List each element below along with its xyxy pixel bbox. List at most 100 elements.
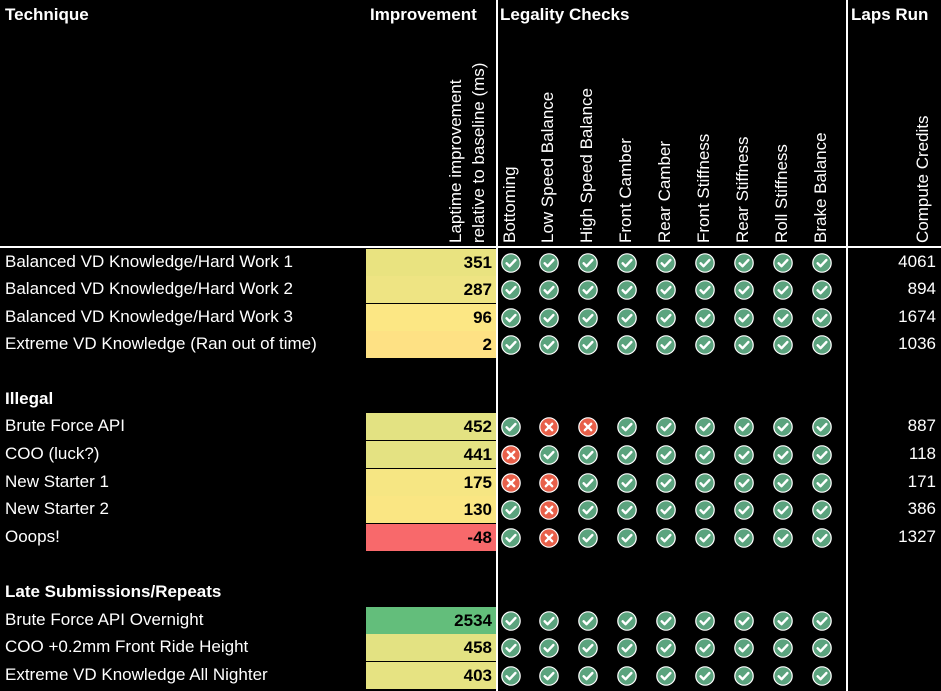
check-column-label: Low Speed Balance (538, 91, 557, 243)
improvement-cell: 441 (366, 441, 496, 468)
improvement-cell: -48 (366, 524, 496, 551)
check-circle-icon (539, 253, 559, 273)
check-circle-icon (734, 308, 754, 328)
check-circle-icon (578, 666, 598, 686)
improvement-cell: 403 (366, 662, 496, 689)
check-circle-icon (501, 638, 521, 658)
column-divider (496, 0, 498, 691)
check-circle-icon (812, 253, 832, 273)
check-circle-icon (734, 445, 754, 465)
technique-name: Brute Force API Overnight (5, 610, 204, 629)
table-row: Balanced VD Knowledge/Hard Work 2 287 894 (0, 276, 941, 303)
table-row: COO +0.2mm Front Ride Height 458 (0, 634, 941, 661)
compute-credits-cell: 171 (907, 472, 936, 491)
check-circle-icon (501, 253, 521, 273)
check-column-label: High Speed Balance (577, 87, 596, 243)
check-circle-icon (578, 445, 598, 465)
check-circle-icon (695, 666, 715, 686)
check-circle-icon (773, 253, 793, 273)
table-row: Brute Force API 452 887 (0, 413, 941, 440)
check-circle-icon (773, 500, 793, 520)
compute-credits-cell: 887 (907, 416, 936, 435)
check-circle-icon (695, 280, 715, 300)
technique-name: Balanced VD Knowledge/Hard Work 1 (5, 252, 293, 271)
check-circle-icon (578, 253, 598, 273)
check-circle-icon (734, 473, 754, 493)
check-circle-icon (734, 611, 754, 631)
check-circle-icon (501, 417, 521, 437)
compute-credits-cell: 1036 (898, 334, 936, 353)
technique-name: COO (luck?) (5, 444, 100, 463)
check-circle-icon (734, 253, 754, 273)
compute-credits-cell: 894 (907, 279, 936, 298)
improvement-cell: 458 (366, 634, 496, 661)
check-circle-icon (539, 611, 559, 631)
section-title: Illegal (5, 389, 54, 408)
improvement-cell: 287 (366, 276, 496, 303)
check-circle-icon (539, 666, 559, 686)
check-circle-icon (539, 445, 559, 465)
improvement-column-label-line2: relative to baseline (ms) (469, 62, 488, 243)
check-circle-icon (656, 417, 676, 437)
check-circle-icon (773, 417, 793, 437)
check-circle-icon (578, 500, 598, 520)
check-circle-icon (578, 308, 598, 328)
blank-row (0, 551, 941, 578)
cross-circle-icon (539, 417, 559, 437)
check-circle-icon (695, 335, 715, 355)
technique-name: Balanced VD Knowledge/Hard Work 2 (5, 279, 293, 298)
improvement-cell: 2534 (366, 607, 496, 634)
table-row: New Starter 1 175 171 (0, 469, 941, 496)
check-circle-icon (656, 638, 676, 658)
check-circle-icon (656, 611, 676, 631)
check-circle-icon (617, 253, 637, 273)
check-circle-icon (578, 473, 598, 493)
credits-column-label: Compute Credits (913, 115, 932, 243)
check-circle-icon (539, 638, 559, 658)
check-circle-icon (695, 253, 715, 273)
check-circle-icon (501, 335, 521, 355)
check-circle-icon (501, 280, 521, 300)
check-circle-icon (539, 335, 559, 355)
check-circle-icon (734, 280, 754, 300)
compute-credits-cell: 1327 (898, 527, 936, 546)
check-circle-icon (617, 611, 637, 631)
cross-circle-icon (539, 528, 559, 548)
improvement-cell: 175 (366, 469, 496, 496)
check-circle-icon (656, 528, 676, 548)
check-circle-icon (812, 500, 832, 520)
check-circle-icon (695, 445, 715, 465)
check-circle-icon (578, 335, 598, 355)
check-circle-icon (734, 528, 754, 548)
table-row: Balanced VD Knowledge/Hard Work 3 96 1674 (0, 304, 941, 331)
cross-circle-icon (578, 417, 598, 437)
check-circle-icon (501, 528, 521, 548)
technique-name: Extreme VD Knowledge (Ran out of time) (5, 334, 317, 353)
cross-circle-icon (539, 473, 559, 493)
check-circle-icon (656, 500, 676, 520)
section-title: Late Submissions/Repeats (5, 582, 222, 601)
check-circle-icon (812, 611, 832, 631)
check-circle-icon (617, 638, 637, 658)
check-column-label: Rear Stiffness (733, 136, 752, 243)
table-row: Balanced VD Knowledge/Hard Work 1 351 4061 (0, 249, 941, 276)
check-column-label: Brake Balance (811, 132, 830, 243)
technique-name: Extreme VD Knowledge All Nighter (5, 665, 268, 684)
cross-circle-icon (539, 500, 559, 520)
header-divider (0, 246, 941, 248)
check-circle-icon (773, 611, 793, 631)
check-circle-icon (812, 666, 832, 686)
check-circle-icon (734, 500, 754, 520)
table-row: Brute Force API Overnight 2534 (0, 607, 941, 634)
table-row: COO (luck?) 441 118 (0, 441, 941, 468)
check-circle-icon (617, 500, 637, 520)
check-column-label: Bottoming (500, 166, 519, 243)
check-column-label: Front Stiffness (694, 133, 713, 243)
check-circle-icon (812, 445, 832, 465)
check-circle-icon (812, 473, 832, 493)
check-circle-icon (812, 638, 832, 658)
compute-credits-cell: 118 (908, 444, 936, 463)
check-circle-icon (773, 335, 793, 355)
column-divider (846, 0, 848, 691)
table-row: Ooops! -48 1327 (0, 524, 941, 551)
